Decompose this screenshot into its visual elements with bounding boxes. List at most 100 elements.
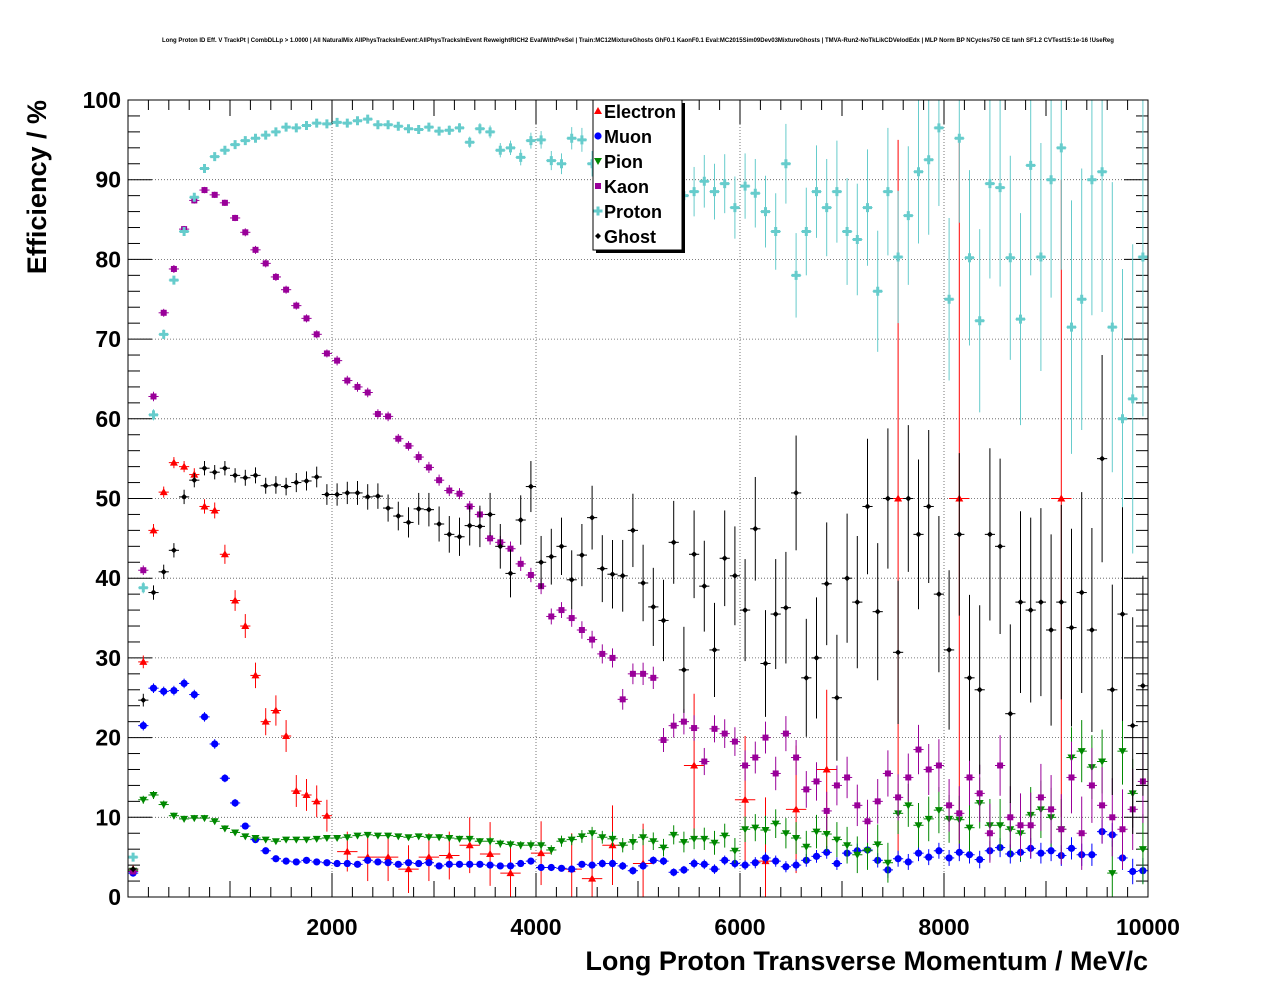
proton-marker bbox=[1046, 175, 1056, 185]
ghost-marker bbox=[364, 493, 371, 500]
proton-point bbox=[230, 140, 241, 150]
muon-point bbox=[923, 849, 934, 866]
pion-marker bbox=[333, 835, 342, 843]
proton-point bbox=[964, 170, 975, 346]
muon-point bbox=[699, 859, 710, 870]
muon-point bbox=[148, 683, 159, 693]
proton-point bbox=[750, 158, 761, 228]
proton-point bbox=[158, 329, 169, 340]
legend-marker-proton bbox=[593, 206, 603, 216]
kaon-point bbox=[158, 308, 169, 317]
ghost-marker bbox=[466, 522, 473, 529]
muon-marker bbox=[139, 722, 147, 730]
ghost-marker bbox=[813, 654, 820, 661]
muon-point bbox=[587, 861, 598, 869]
ghost-marker bbox=[425, 506, 432, 513]
kaon-point bbox=[729, 727, 740, 756]
proton-marker bbox=[353, 116, 362, 126]
proton-marker bbox=[689, 187, 699, 197]
legend-marker-pion bbox=[594, 158, 602, 165]
proton-point bbox=[423, 122, 434, 132]
ghost-point bbox=[179, 489, 190, 505]
ghost-point bbox=[219, 461, 230, 476]
y-tick-label: 10 bbox=[95, 804, 121, 830]
pion-point bbox=[587, 826, 598, 840]
kaon-point bbox=[811, 762, 822, 801]
kaon-point bbox=[944, 779, 955, 832]
pion-point bbox=[648, 832, 659, 850]
ghost-point bbox=[1137, 575, 1148, 796]
muon-marker bbox=[751, 859, 759, 867]
pion-marker bbox=[730, 847, 739, 855]
proton-marker bbox=[526, 136, 536, 146]
pion-point bbox=[566, 834, 577, 846]
ghost-marker bbox=[966, 674, 973, 681]
proton-point bbox=[525, 132, 536, 149]
ghost-marker bbox=[232, 472, 239, 479]
muon-marker bbox=[955, 848, 963, 856]
electron-marker bbox=[322, 811, 331, 819]
kaon-marker bbox=[344, 377, 351, 384]
electron-marker bbox=[251, 671, 260, 679]
pion-point bbox=[158, 800, 169, 809]
proton-point bbox=[933, 100, 944, 207]
ghost-point bbox=[1076, 492, 1087, 693]
ghost-marker bbox=[946, 646, 953, 653]
ghost-marker bbox=[864, 503, 871, 510]
pion-marker bbox=[751, 824, 760, 832]
ghost-marker bbox=[670, 539, 677, 546]
ghost-point bbox=[311, 466, 322, 488]
muon-marker bbox=[649, 856, 657, 864]
ghost-point bbox=[719, 510, 730, 607]
kaon-point bbox=[709, 715, 720, 743]
muon-point bbox=[831, 857, 842, 870]
proton-point bbox=[281, 122, 292, 132]
kaon-marker bbox=[1119, 826, 1126, 833]
pion-point bbox=[454, 835, 465, 843]
muon-point bbox=[556, 864, 567, 872]
proton-point bbox=[240, 136, 251, 146]
muon-marker bbox=[445, 860, 453, 868]
ghost-point bbox=[158, 564, 169, 579]
pion-point bbox=[393, 833, 404, 841]
ghost-marker bbox=[691, 551, 698, 558]
muon-point bbox=[525, 857, 536, 865]
ghost-marker bbox=[344, 489, 351, 496]
ghost-point bbox=[230, 468, 241, 483]
y-tick-label: 60 bbox=[95, 406, 121, 432]
proton-point bbox=[403, 124, 414, 134]
proton-marker bbox=[801, 227, 811, 237]
proton-point bbox=[209, 152, 220, 162]
ghost-point bbox=[148, 585, 159, 600]
proton-marker bbox=[710, 187, 719, 197]
proton-point bbox=[1086, 100, 1097, 316]
proton-point bbox=[1056, 100, 1067, 270]
ghost-marker bbox=[405, 519, 412, 526]
proton-point bbox=[444, 125, 455, 136]
muon-point bbox=[505, 862, 516, 870]
pion-point bbox=[709, 830, 720, 855]
muon-point bbox=[515, 859, 526, 868]
pion-point bbox=[495, 839, 506, 848]
muon-point bbox=[352, 860, 363, 868]
kaon-marker bbox=[986, 830, 993, 837]
ghost-point bbox=[913, 459, 924, 610]
muon-point bbox=[638, 861, 649, 870]
ghost-marker bbox=[1017, 599, 1024, 606]
kaon-marker bbox=[895, 794, 902, 801]
pion-marker bbox=[465, 835, 474, 843]
pion-marker bbox=[904, 802, 913, 810]
pion-marker bbox=[343, 834, 352, 842]
kaon-marker bbox=[364, 389, 371, 396]
muon-point bbox=[954, 843, 965, 862]
electron-marker bbox=[231, 596, 240, 604]
ghost-marker bbox=[1048, 627, 1055, 634]
kaon-point bbox=[321, 349, 332, 358]
muon-point bbox=[270, 855, 281, 863]
pion-point bbox=[230, 829, 241, 837]
electron-marker bbox=[210, 506, 219, 514]
kaon-point bbox=[1117, 789, 1128, 870]
kaon-point bbox=[209, 191, 220, 199]
ghost-point bbox=[1025, 517, 1036, 703]
kaon-point bbox=[352, 382, 363, 392]
